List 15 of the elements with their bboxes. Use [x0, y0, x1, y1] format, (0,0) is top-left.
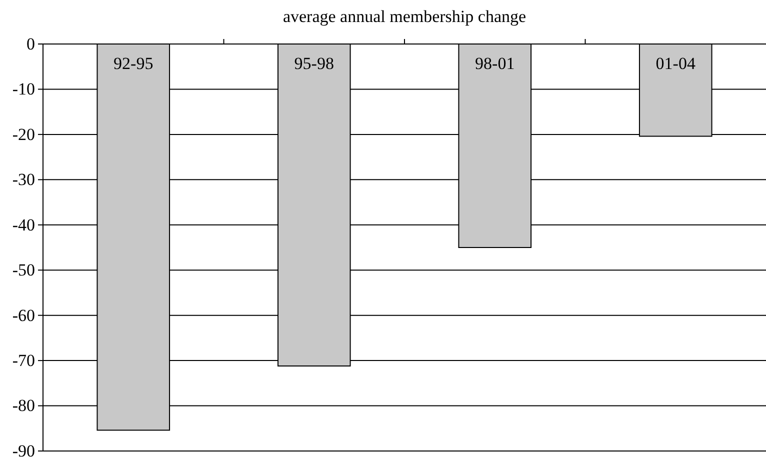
- x-tick-label: 98-01: [475, 54, 515, 74]
- x-tick-label: 95-98: [294, 54, 334, 74]
- y-tick-label: -40: [12, 215, 35, 234]
- y-tick-label: -60: [12, 306, 35, 325]
- y-tick-label: -20: [12, 124, 35, 144]
- y-tick-label: 0: [26, 34, 35, 54]
- y-tick-label: -90: [12, 441, 35, 458]
- chart-title: average annual membership change: [282, 7, 526, 26]
- x-tick-label: 01-04: [656, 54, 696, 74]
- y-tick-label: -70: [12, 350, 35, 370]
- y-tick-label: -30: [12, 170, 35, 190]
- x-tick-label: 92-95: [114, 54, 154, 74]
- y-tick-label: -80: [12, 396, 35, 416]
- y-tick-label: -10: [12, 80, 35, 99]
- y-tick-label: -50: [12, 260, 35, 280]
